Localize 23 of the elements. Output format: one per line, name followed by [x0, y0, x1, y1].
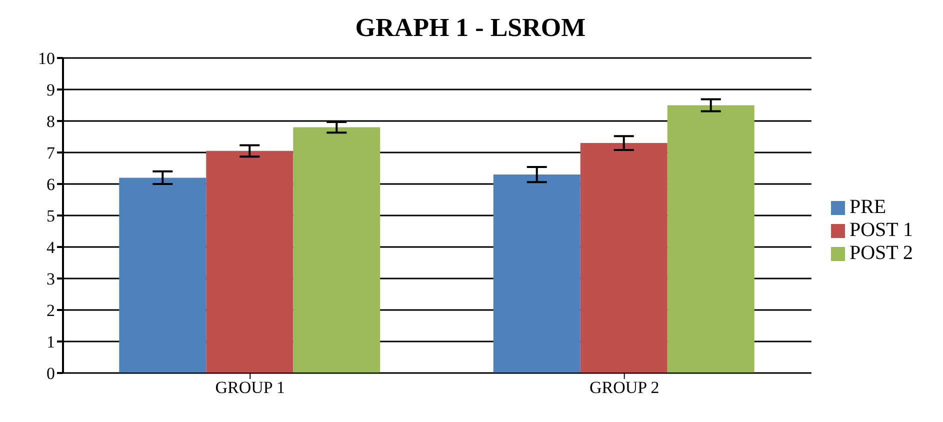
y-tick-label: 10 — [38, 49, 55, 68]
legend-label: POST 2 — [849, 242, 913, 264]
y-tick-label: 6 — [46, 175, 55, 194]
bar — [580, 143, 668, 373]
y-tick-label: 2 — [46, 301, 55, 320]
y-tick-label: 0 — [46, 364, 55, 384]
bar — [493, 174, 580, 373]
bar — [667, 105, 754, 373]
y-tick-label: 1 — [46, 332, 55, 352]
chart-title: GRAPH 1 - LSROM — [354, 12, 587, 44]
y-tick-label: 7 — [46, 144, 56, 163]
y-tick-label: 8 — [46, 112, 55, 132]
x-tick-label: GROUP 2 — [589, 378, 660, 398]
bar — [119, 178, 206, 373]
legend-label: PRE — [849, 196, 886, 218]
y-tick-label: 5 — [46, 206, 55, 226]
y-tick-label: 3 — [46, 270, 55, 289]
y-tick-label: 9 — [46, 80, 55, 100]
bar — [206, 150, 294, 373]
y-tick-label: 4 — [46, 238, 56, 258]
bar — [293, 127, 380, 373]
legend-label: POST 1 — [849, 219, 913, 241]
x-tick-label: GROUP 1 — [215, 378, 285, 398]
